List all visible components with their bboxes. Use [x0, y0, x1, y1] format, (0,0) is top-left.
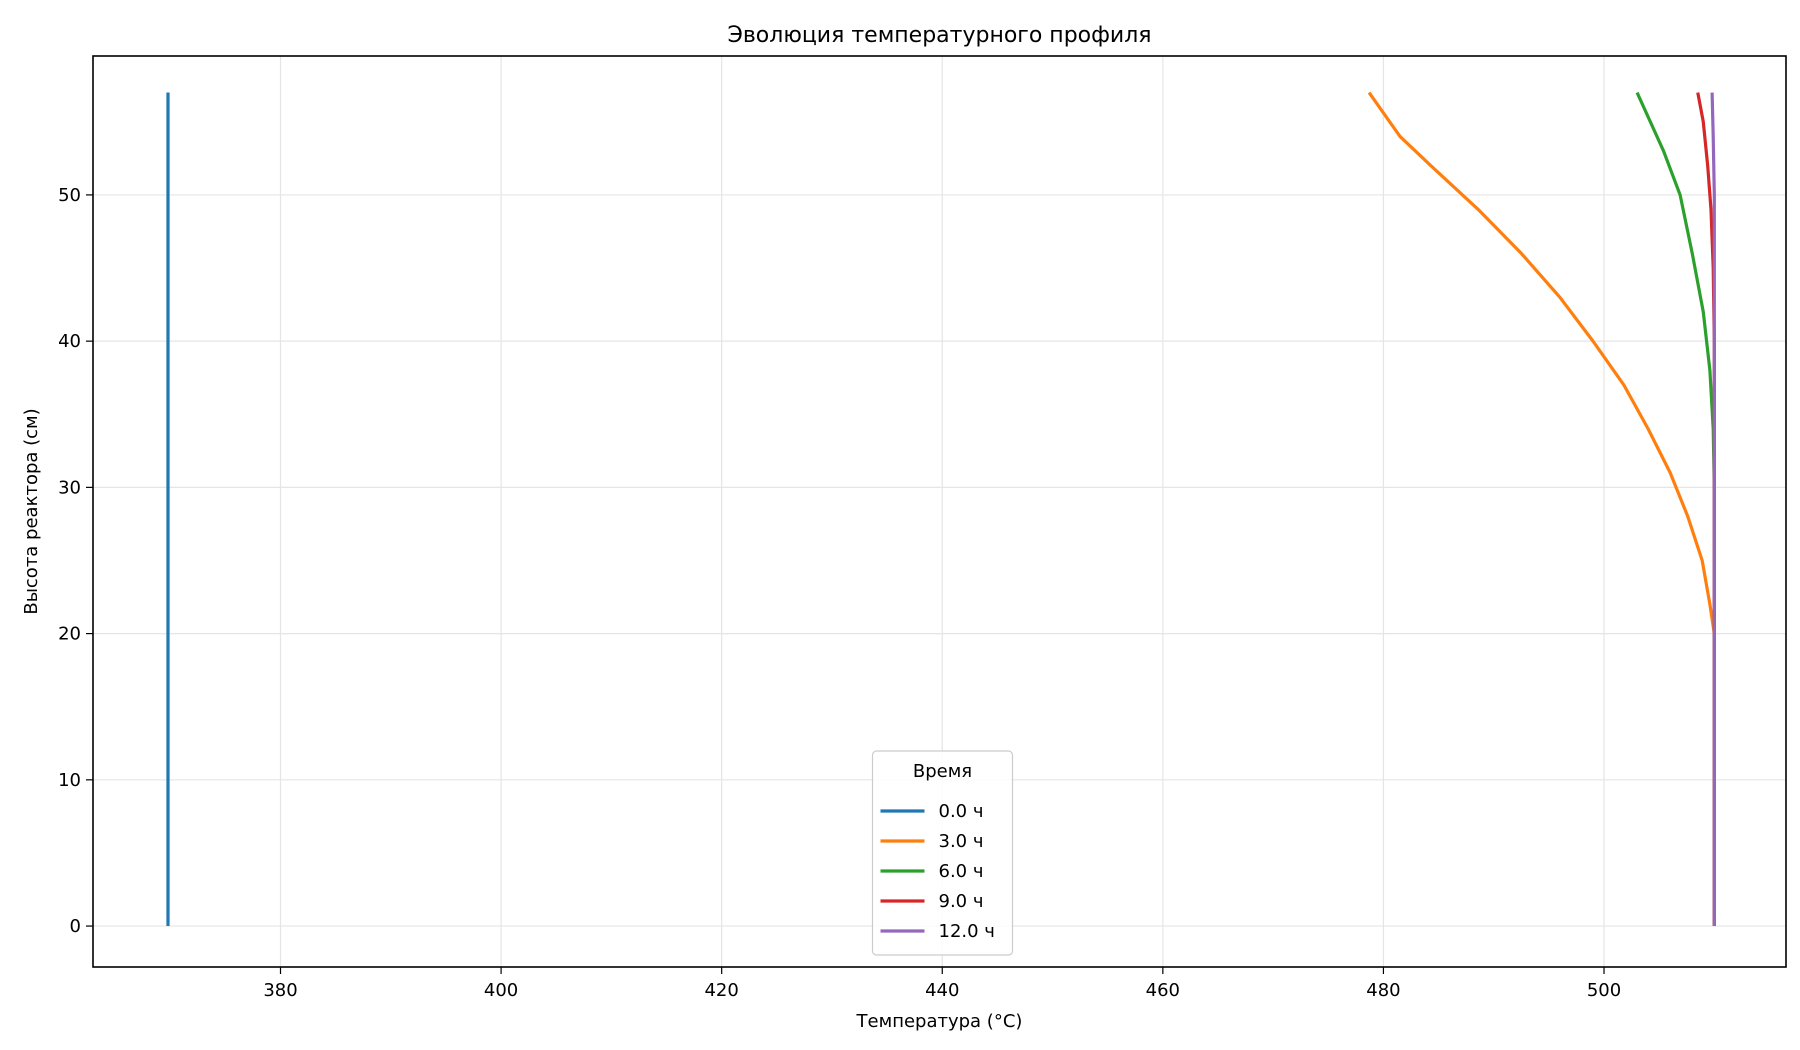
x-ticks: 380 400 420 440 460 480 500 — [263, 967, 1621, 1001]
x-tick-label: 400 — [484, 980, 518, 1001]
y-tick-label: 0 — [70, 916, 81, 937]
y-tick-label: 40 — [58, 331, 81, 352]
x-tick-label: 420 — [704, 980, 738, 1001]
y-tick-label: 20 — [58, 624, 81, 645]
series-line — [1710, 92, 1716, 927]
legend-items: 0.0 ч 3.0 ч 6.0 ч 9.0 ч 12.0 ч — [880, 801, 995, 942]
x-tick-label: 500 — [1587, 980, 1621, 1001]
y-tick-label: 10 — [58, 770, 81, 791]
chart-title: Эволюция температурного профиля — [727, 23, 1151, 48]
x-tick-label: 460 — [1146, 980, 1180, 1001]
y-tick-label: 30 — [58, 477, 81, 498]
legend-label: 0.0 ч — [939, 801, 984, 822]
legend: Время 0.0 ч 3.0 ч 6.0 ч 9.0 ч 12.0 ч — [871, 750, 1014, 956]
legend-label: 9.0 ч — [939, 891, 984, 912]
x-tick-label: 440 — [925, 980, 959, 1001]
y-ticks: 0 10 20 30 40 50 — [58, 185, 93, 937]
x-axis-label: Температура (°C) — [856, 1011, 1023, 1032]
legend-label: 12.0 ч — [939, 921, 995, 942]
legend-title: Время — [913, 761, 972, 782]
y-tick-label: 50 — [58, 185, 81, 206]
legend-label: 6.0 ч — [939, 861, 984, 882]
x-tick-label: 380 — [263, 980, 297, 1001]
y-axis-label: Высота реактора (см) — [21, 408, 42, 614]
series-lines — [166, 91, 1716, 927]
plot-frame — [92, 55, 1787, 968]
legend-box — [871, 750, 1014, 956]
grid — [93, 56, 1786, 967]
legend-label: 3.0 ч — [939, 831, 984, 852]
x-tick-label: 480 — [1366, 980, 1400, 1001]
series-line — [1367, 91, 1716, 927]
